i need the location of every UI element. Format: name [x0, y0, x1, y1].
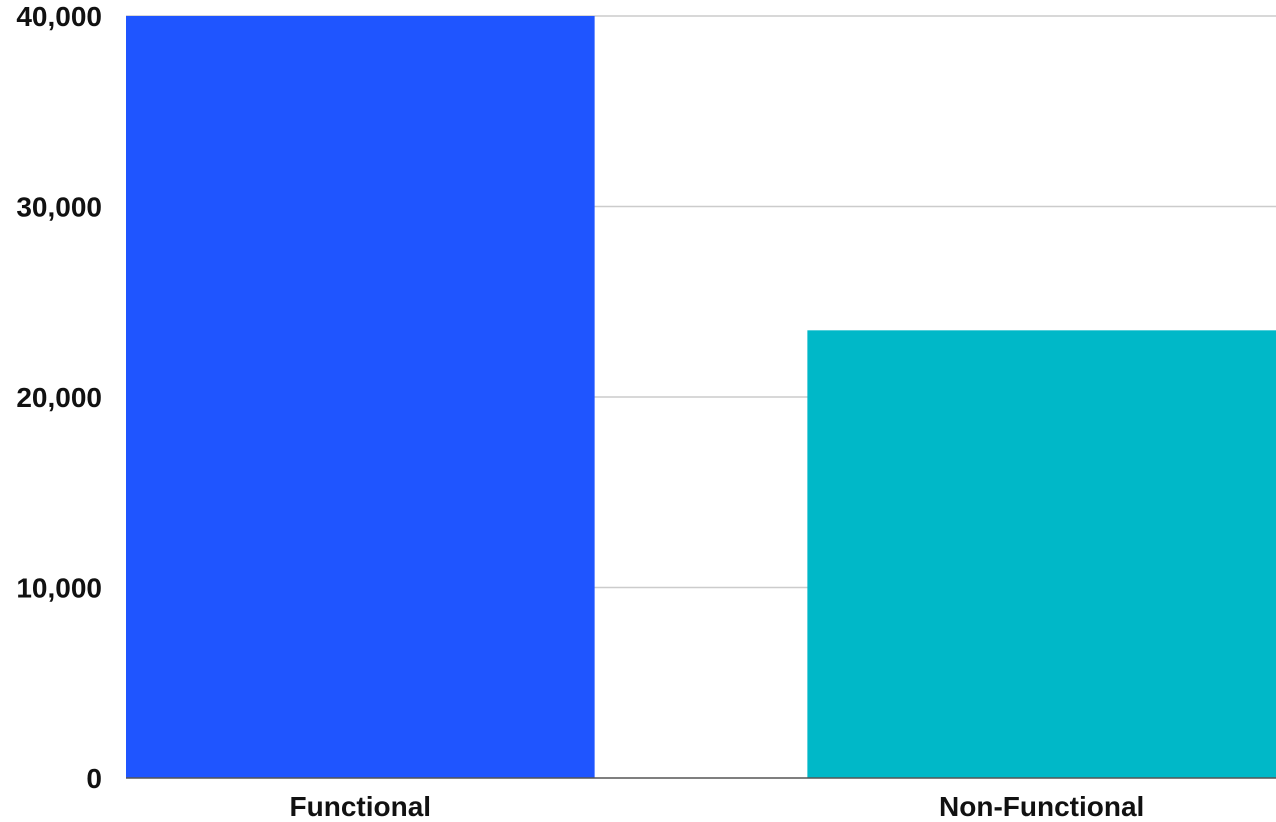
x-axis-tick-labels: Functional Non-Functional [290, 791, 1145, 822]
x-tick-label: Functional [290, 791, 432, 817]
y-tick-label: 0 [86, 763, 102, 794]
y-tick-label: 40,000 [16, 1, 102, 32]
y-tick-label: 30,000 [16, 192, 102, 223]
x-tick-label: Non-Functional [939, 791, 1144, 817]
y-tick-label: 20,000 [16, 382, 102, 413]
y-axis-tick-labels: 0 10,000 20,000 30,000 40,000 [16, 1, 102, 794]
bar-functional [126, 16, 595, 778]
bars [126, 16, 1276, 778]
y-tick-label: 10,000 [16, 573, 102, 604]
bar-non-functional [807, 330, 1276, 778]
